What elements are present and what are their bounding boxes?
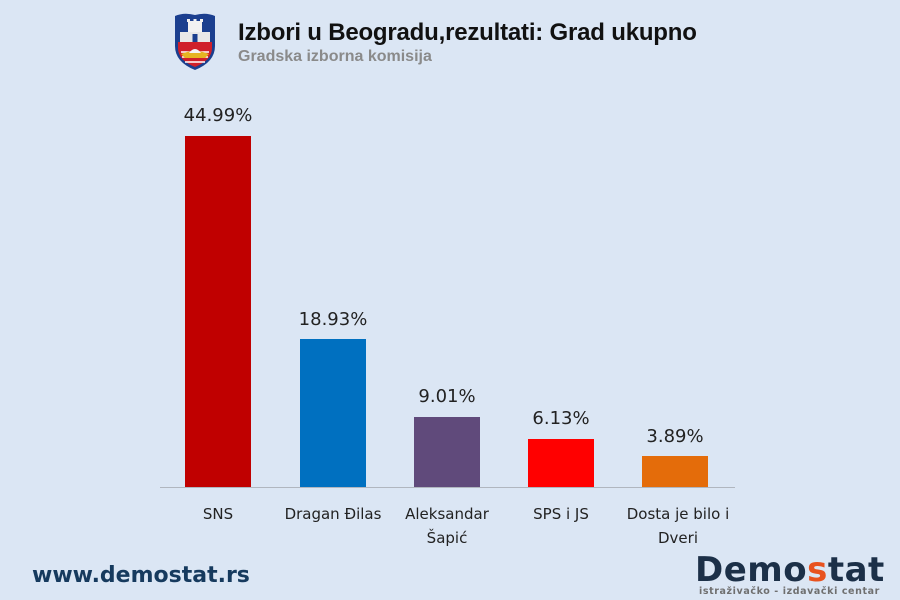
bar-sapic — [414, 417, 480, 487]
value-label-dosta-dveri: 3.89% — [646, 426, 704, 447]
value-label-sns: 44.99% — [183, 105, 253, 126]
category-label-dosta-line2: Dveri — [658, 529, 698, 547]
chart-subtitle: Gradska izborna komisija — [238, 48, 432, 65]
category-label-sapic: Aleksandar Šapić — [390, 502, 504, 550]
bar-dosta-dveri — [642, 456, 708, 487]
value-label-dilas: 18.93% — [298, 309, 368, 330]
demostat-logo: Demostat — [695, 552, 885, 588]
category-label-sapic-line1: Aleksandar — [405, 505, 489, 523]
logo-suffix: tat — [827, 550, 885, 590]
category-label-sns: SNS — [202, 505, 234, 523]
logo-tagline: istraživačko - izdavački centar — [699, 586, 880, 597]
value-label-sapic: 9.01% — [418, 386, 476, 407]
category-label-dosta-line1: Dosta je bilo i — [626, 505, 730, 523]
bar-sns — [185, 136, 251, 487]
logo-prefix: Demo — [695, 550, 808, 590]
value-label-sps-js: 6.13% — [532, 408, 590, 429]
website-link[interactable]: www.demostat.rs — [32, 563, 250, 588]
belgrade-coat-of-arms-icon — [175, 13, 215, 70]
category-label-dosta-dveri: Dosta je bilo i Dveri — [618, 502, 738, 550]
category-label-sps-js: SPS i JS — [533, 505, 589, 523]
bar-sps-js — [528, 439, 594, 487]
chart-title: Izbori u Beogradu,rezultati: Grad ukupno — [238, 19, 697, 46]
category-label-dilas: Dragan Đilas — [284, 505, 382, 523]
x-axis-line — [160, 487, 735, 488]
logo-accent-letter: s — [807, 550, 828, 590]
category-label-sapic-line2: Šapić — [426, 529, 468, 547]
bar-dilas — [300, 339, 366, 487]
